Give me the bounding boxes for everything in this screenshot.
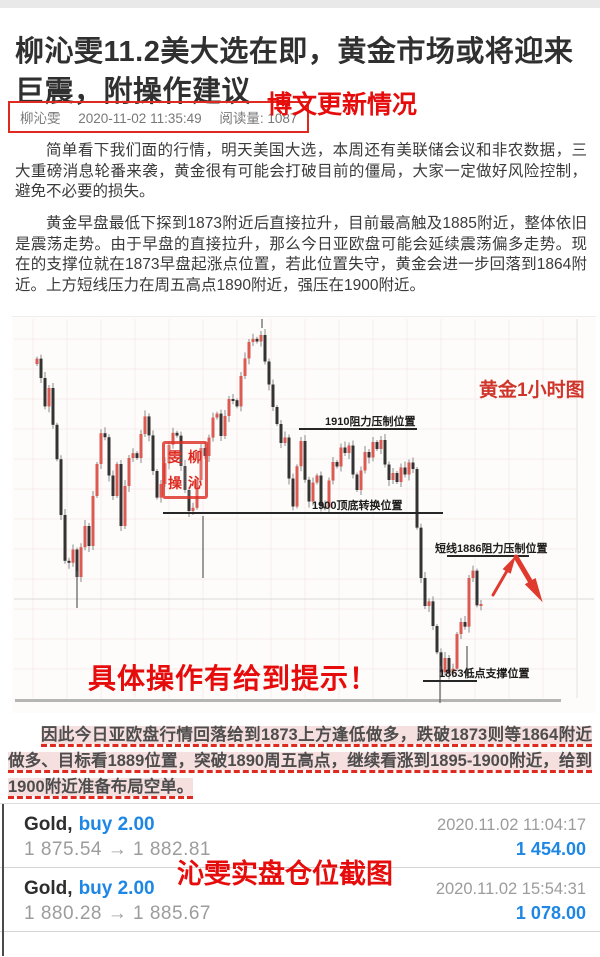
- left-edge-line: [2, 804, 4, 956]
- positions-screenshot-label: 沁雯实盘仓位截图: [177, 859, 393, 889]
- seal-char: 沁: [188, 475, 202, 491]
- svg-text:1900顶底转换位置: 1900顶底转换位置: [312, 498, 402, 512]
- seal-char: 雯: [168, 449, 182, 465]
- trade-positions-section: Gold, buy 2.00 2020.11.02 11:04:17 1 875.…: [0, 803, 600, 956]
- top-gray-strip: [0, 0, 600, 8]
- highlighted-trade-advice-text: 因此今日亚欧盘行情回落给到1873上方逢低做多，跌破1873则等1864附近做多…: [8, 726, 592, 796]
- gold-hourly-chart: 1910阻力压制位置 1900顶底转换位置短线1886阻力压制位置 1863低点支撑…: [12, 316, 596, 713]
- trade-row: Gold, buy 2.00 2020.11.02 11:04:17 1 875.…: [0, 804, 600, 868]
- trade-row-detail: 1 875.54 → 1 882.81 1 454.00: [24, 839, 586, 861]
- paragraph-market-overview: 简单看下我们面的行情，明天美国大选，本周还有美联储会议和非农数据，三大重磅消息轮…: [15, 142, 587, 200]
- trade-open-close-prices: 1 880.28 → 1 885.67: [24, 903, 211, 924]
- seal-char: 柳: [188, 449, 202, 465]
- update-status-label: 博文更新情况: [267, 91, 418, 119]
- seal-char: 操: [168, 475, 182, 491]
- trade-time: 2020.11.02 11:04:17: [437, 816, 586, 834]
- trade-row-detail: 1 880.28 → 1 885.67 1 078.00: [24, 903, 586, 925]
- trade-symbol-side: Gold, buy 2.00: [24, 878, 155, 900]
- trade-side-volume: buy 2.00: [78, 814, 155, 835]
- paragraph-gold-analysis: 黄金早盘最低下探到1873附近后直接拉升，目前最高触及1885附近，整体依旧是震…: [15, 215, 587, 294]
- read-count: 阅读量: 1087: [219, 111, 298, 126]
- svg-text:短线1886阻力压制位置: 短线1886阻力压制位置: [435, 541, 547, 555]
- page-title: 柳沁雯11.2美大选在即，黄金市场或将迎来巨震，附操作建议: [15, 36, 574, 109]
- trade-row: Gold, buy 2.00 2020.11.02 15:54:31 1 880.…: [0, 868, 600, 932]
- trade-row-header: Gold, buy 2.00 2020.11.02 15:54:31: [24, 878, 586, 900]
- svg-text:1863低点支撑位置: 1863低点支撑位置: [439, 666, 529, 680]
- trade-time: 2020.11.02 15:54:31: [435, 880, 586, 898]
- trade-symbol: Gold,: [24, 878, 73, 899]
- publish-datetime: 2020-11-02 11:35:49: [78, 111, 202, 126]
- chart-overlay-note: 具体操作有给到提示！: [88, 663, 379, 694]
- author-seal-stamp: 雯 柳 操 沁: [162, 441, 208, 499]
- highlighted-trade-advice: 因此今日亚欧盘行情回落给到1873上方逢低做多，跌破1873则等1864附近做多…: [8, 722, 592, 800]
- trade-symbol: Gold,: [24, 814, 73, 835]
- trade-symbol-side: Gold, buy 2.00: [24, 814, 155, 836]
- trade-row-header: Gold, buy 2.00 2020.11.02 11:04:17: [24, 814, 586, 836]
- article-meta-box: 柳沁雯 2020-11-02 11:35:49 阅读量: 1087: [8, 101, 310, 133]
- trade-side-volume: buy 2.00: [78, 878, 155, 899]
- trade-profit: 1 454.00: [515, 839, 586, 859]
- chart-timeframe-label: 黄金1小时图: [479, 380, 585, 401]
- trade-open-close-prices: 1 875.54 → 1 882.81: [24, 839, 211, 860]
- trade-profit: 1 078.00: [515, 903, 586, 923]
- author-name: 柳沁雯: [20, 111, 61, 126]
- svg-text:1910阻力压制位置: 1910阻力压制位置: [325, 414, 415, 428]
